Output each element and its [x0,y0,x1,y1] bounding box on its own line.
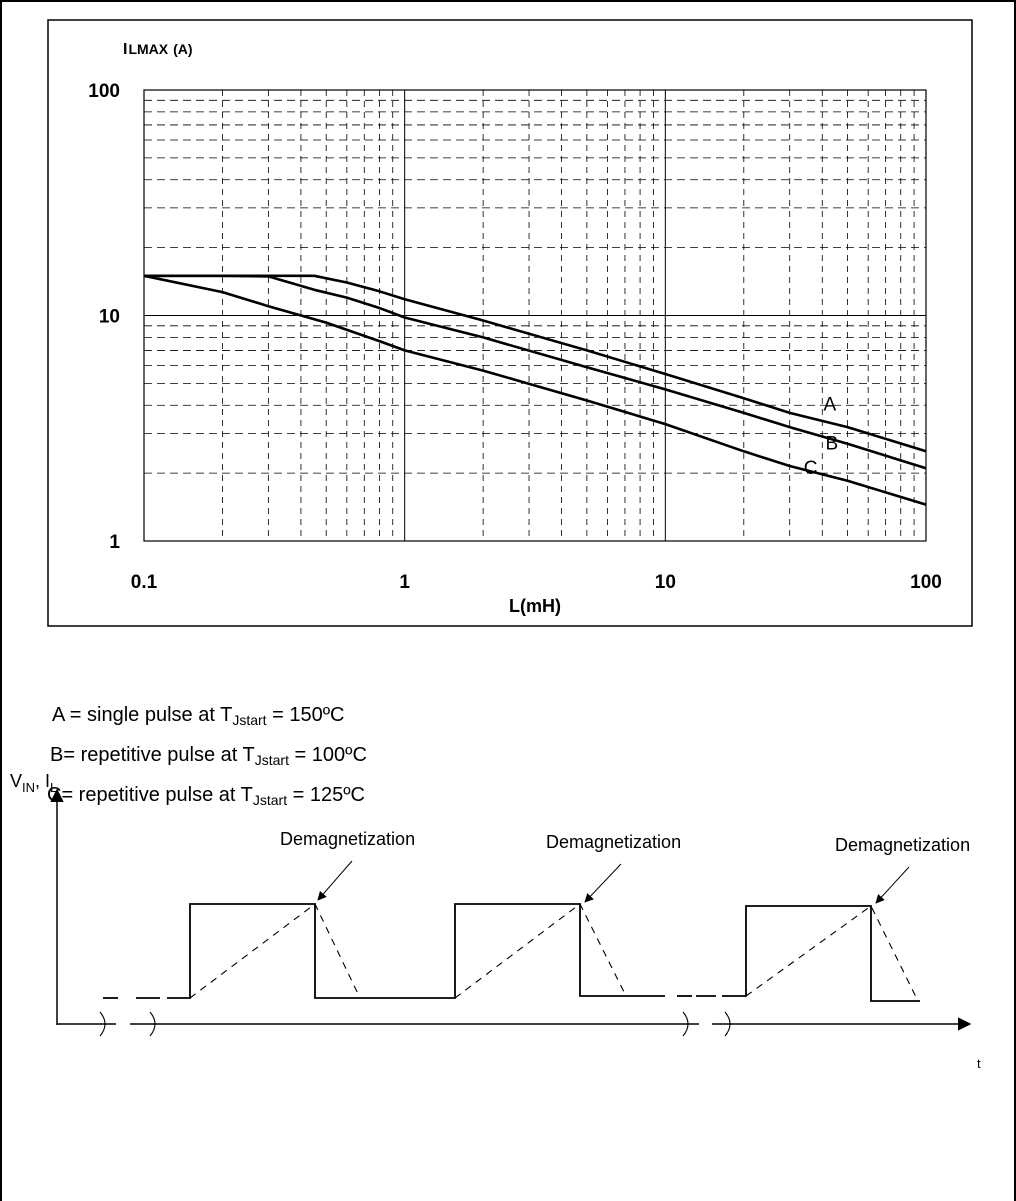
timing-x-label: t [977,1056,981,1071]
x-axis-label: L(mH) [509,596,561,616]
series-lines [143,274,927,506]
timing-y-label-mid: , I [35,771,50,791]
series-line-c [143,274,927,506]
x-tick-label: 10 [655,572,676,593]
timing-y-label-sub1: IN [22,780,35,795]
y-axis-label-sub: LMAX [128,41,168,57]
y-tick-label: 100 [88,81,120,102]
demag-label-3: Demagnetization [835,835,970,855]
demag-label-1: Demagnetization [280,829,415,849]
x-tick-label: 1 [399,572,410,593]
legend-c-prefix: C= repetitive pulse at T [47,784,253,806]
legend-entry-c: C= repetitive pulse at TJstart = 125ºC [47,784,365,808]
vin-waveform [103,903,920,1002]
il-current-ramps [189,903,919,1002]
series-label-c: C [804,458,818,479]
demag-arrows [317,860,910,904]
legend-b-suffix: = 100ºC [288,744,367,766]
y-tick-label: 10 [99,307,120,328]
chart-grid [144,90,926,541]
legend-b-sub: Jstart [254,752,289,768]
series-labels: ABC [804,394,839,479]
y-axis-label: ILMAX (A) [123,41,193,58]
timing-y-label: VIN, IL [10,771,57,795]
chart-frame [47,19,973,627]
inductance-chart: 1 10 100 0.1 1 10 100 ABC ILMAX (A) L(mH) [47,19,973,627]
x-tick-label: 100 [910,572,942,593]
demag-label-2: Demagnetization [546,832,681,852]
axis-break-marks [99,1011,731,1037]
series-label-b: B [826,434,839,455]
demagnetization-timing-diagram: VIN, IL t Demagnetization Demagnetizatio… [10,771,981,1071]
legend-entry-b: B= repetitive pulse at TJstart = 100ºC [50,744,367,768]
y-axis-label-unit: (A) [173,41,192,57]
timing-y-label-v: V [10,771,22,791]
y-tick-labels: 1 10 100 [88,81,120,553]
legend-a-suffix: = 150ºC [266,704,345,726]
series-label-a: A [824,394,837,415]
legend-b-prefix: B= repetitive pulse at T [50,744,255,766]
y-axis-label-main: I [123,41,127,58]
legend-entry-a: A = single pulse at TJstart = 150ºC [52,704,344,728]
legend-a-sub: Jstart [232,712,267,728]
legend-a-prefix: A = single pulse at T [52,704,233,726]
series-line-b [144,274,927,470]
y-tick-label: 1 [109,532,120,553]
x-tick-label: 0.1 [131,572,158,593]
series-line-a [144,274,927,453]
legend-c-suffix: = 125ºC [287,784,366,806]
timing-y-label-sub2: L [50,780,57,795]
plot-area [143,89,927,542]
x-tick-labels: 0.1 1 10 100 [131,572,942,593]
legend-c-sub: Jstart [252,792,288,808]
